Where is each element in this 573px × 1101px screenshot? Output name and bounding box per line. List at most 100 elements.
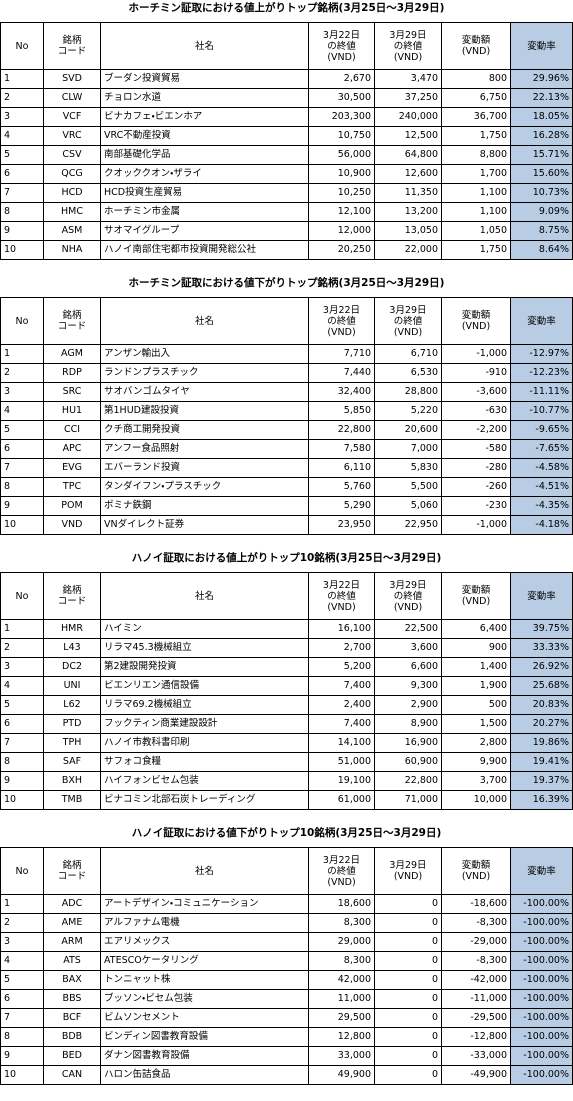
data-row: 8 TPC タンダイフン・プラスチック 5,760 5,500 -260 -4.51% bbox=[0, 477, 573, 497]
company-name: エバーランド投資 bbox=[100, 458, 309, 478]
company-name: ビナカフェ・ビエンホア bbox=[100, 107, 309, 127]
header-cell: No bbox=[0, 572, 44, 620]
stock-code: POM bbox=[43, 496, 101, 516]
prev-close: 61,000 bbox=[308, 790, 375, 810]
stock-code: EVG bbox=[43, 458, 101, 478]
data-row: 2 RDP ランドンプラスチック 7,440 6,530 -910 -12.23% bbox=[0, 363, 573, 383]
row-number: 9 bbox=[0, 771, 44, 791]
data-row: 3 VCF ビナカフェ・ビエンホア 203,300 240,000 36,700 18.05… bbox=[0, 107, 573, 127]
row-number: 5 bbox=[0, 420, 44, 440]
close: 0 bbox=[374, 989, 442, 1009]
row-number: 3 bbox=[0, 382, 44, 402]
company-name: サオマイグループ bbox=[100, 221, 309, 241]
close: 22,500 bbox=[374, 619, 442, 639]
company-name: ハイミン bbox=[100, 619, 309, 639]
header-text: 変動率 bbox=[527, 315, 556, 327]
company-name: チョロン水道 bbox=[100, 88, 309, 108]
prev-close: 20,250 bbox=[308, 240, 375, 260]
company-name: フックティン商業建設設計 bbox=[100, 714, 309, 734]
change: -580 bbox=[441, 439, 511, 459]
data-row: 8 HMC ホーチミン市金属 12,100 13,200 1,100 9.09% bbox=[0, 202, 573, 222]
close: 0 bbox=[374, 1046, 442, 1066]
stock-code: ASM bbox=[43, 221, 101, 241]
header-cell: 銘柄 コード bbox=[43, 297, 101, 345]
data-row: 2 L43 リラマ45.3機械組立 2,700 3,600 900 33.33% bbox=[0, 638, 573, 658]
change: -260 bbox=[441, 477, 511, 497]
prev-close: 22,800 bbox=[308, 420, 375, 440]
close: 6,600 bbox=[374, 657, 442, 677]
table-section: ホーチミン証取における値下がりトップ銘柄(3月25日～3月29日) No 銘柄 コード… bbox=[0, 275, 573, 550]
row-number: 4 bbox=[0, 951, 44, 971]
header-cell: 3月22日 の終値 (VND) bbox=[308, 572, 375, 620]
data-row: 7 BCF ビムソンセメント 29,500 0 -29,500 -100.00% bbox=[0, 1008, 573, 1028]
change: -8,300 bbox=[441, 951, 511, 971]
change-rate: -7.65% bbox=[510, 439, 573, 459]
header-cell: 変動額 (VND) bbox=[441, 297, 511, 345]
close: 64,800 bbox=[374, 145, 442, 165]
change: -3,600 bbox=[441, 382, 511, 402]
prev-close: 30,500 bbox=[308, 88, 375, 108]
data-row: 5 BAX トンニャット株 42,000 0 -42,000 -100.00% bbox=[0, 970, 573, 990]
close: 0 bbox=[374, 951, 442, 971]
change: 1,400 bbox=[441, 657, 511, 677]
prev-close: 49,900 bbox=[308, 1065, 375, 1085]
row-number: 9 bbox=[0, 1046, 44, 1066]
header-text: (VND) bbox=[327, 601, 356, 613]
change-rate: -100.00% bbox=[510, 989, 573, 1009]
header-text: の終値 bbox=[327, 40, 356, 52]
company-name: ポミナ鉄鋼 bbox=[100, 496, 309, 516]
change-rate: -100.00% bbox=[510, 932, 573, 952]
close: 16,900 bbox=[374, 733, 442, 753]
change-rate: -100.00% bbox=[510, 1065, 573, 1085]
table-section: ホーチミン証取における値上がりトップ銘柄(3月25日～3月29日) No 銘柄 コード… bbox=[0, 0, 573, 275]
close: 6,710 bbox=[374, 344, 442, 364]
row-number: 4 bbox=[0, 676, 44, 696]
header-text: 銘柄 bbox=[62, 585, 82, 596]
stock-code: NHA bbox=[43, 240, 101, 260]
change-rate: 19.86% bbox=[510, 733, 573, 753]
company-name: ATESCOケータリング bbox=[100, 951, 309, 971]
data-row: 5 CCI クチ商工開発投資 22,800 20,600 -2,200 -9.65% bbox=[0, 420, 573, 440]
close: 71,000 bbox=[374, 790, 442, 810]
close: 13,200 bbox=[374, 202, 442, 222]
row-number: 4 bbox=[0, 401, 44, 421]
stock-code: DC2 bbox=[43, 657, 101, 677]
change-rate: -4.35% bbox=[510, 496, 573, 516]
prev-close: 10,750 bbox=[308, 126, 375, 146]
stock-code: L43 bbox=[43, 638, 101, 658]
row-number: 1 bbox=[0, 344, 44, 364]
header-text: 銘柄 bbox=[62, 35, 82, 46]
close: 240,000 bbox=[374, 107, 442, 127]
company-name: ブーダン投資貿易 bbox=[100, 69, 309, 89]
stock-code: CSV bbox=[43, 145, 101, 165]
change: 1,100 bbox=[441, 202, 511, 222]
row-number: 6 bbox=[0, 714, 44, 734]
change: -11,000 bbox=[441, 989, 511, 1009]
change: -42,000 bbox=[441, 970, 511, 990]
header-text: の終値 bbox=[327, 865, 356, 877]
data-row: 6 BBS ブッソン・ビセム包装 11,000 0 -11,000 -100.00% bbox=[0, 989, 573, 1009]
header-cell: 社名 bbox=[100, 847, 309, 895]
header-text: の終値 bbox=[393, 590, 423, 602]
data-row: 3 ARM エアリメックス 29,000 0 -29,000 -100.00% bbox=[0, 932, 573, 952]
header-text: コード bbox=[57, 321, 87, 332]
header-row: No 銘柄 コード 社名 3月22日 の終値 (VND) 3月29日 (VND) 変動額 (VND)… bbox=[0, 847, 573, 895]
row-number: 10 bbox=[0, 790, 44, 810]
company-name: ビエンリエン通信設備 bbox=[100, 676, 309, 696]
company-name: リラマ45.3機械組立 bbox=[100, 638, 309, 658]
data-row: 5 CSV 南部基礎化学品 56,000 64,800 8,800 15.71% bbox=[0, 145, 573, 165]
header-text: No bbox=[15, 315, 29, 327]
prev-close: 2,670 bbox=[308, 69, 375, 89]
change-rate: 19.37% bbox=[510, 771, 573, 791]
data-row: 4 UNI ビエンリエン通信設備 7,400 9,300 1,900 25.68% bbox=[0, 676, 573, 696]
change-rate: -11.11% bbox=[510, 382, 573, 402]
header-text: 変動額 bbox=[461, 860, 491, 871]
change: 6,400 bbox=[441, 619, 511, 639]
prev-close: 56,000 bbox=[308, 145, 375, 165]
row-number: 8 bbox=[0, 752, 44, 772]
header-text: (VND) bbox=[327, 326, 356, 338]
prev-close: 8,300 bbox=[308, 951, 375, 971]
change: 1,050 bbox=[441, 221, 511, 241]
table-title: ハノイ証取における値上がりトップ10銘柄(3月25日～3月29日) bbox=[131, 552, 442, 564]
